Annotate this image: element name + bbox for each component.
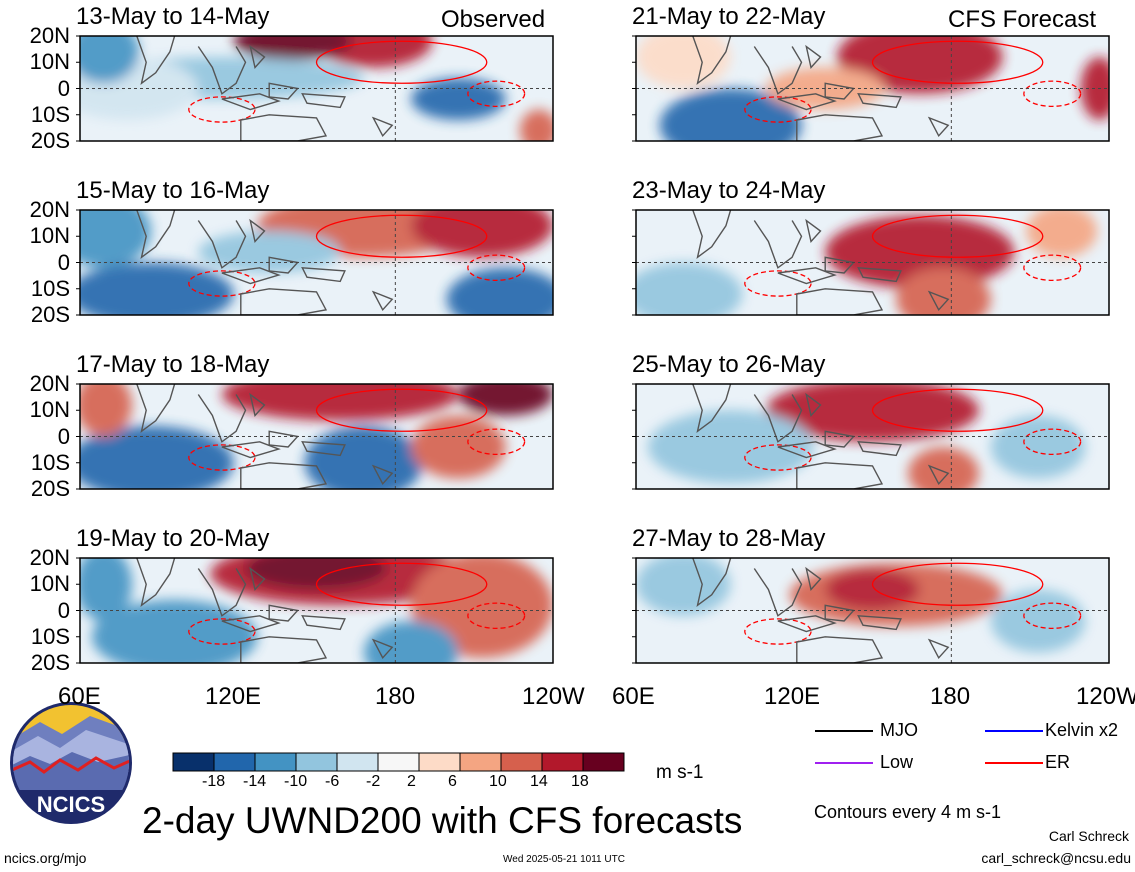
observed-label: Observed [441,6,546,33]
panel-title-8: 27-May to 28-May [632,525,826,552]
footer-email: carl_schreck@ncsu.edu [981,850,1131,866]
colorbar-swatch-4 [336,752,379,772]
map-panel-4 [632,209,1110,316]
ncics-logo: NCICS [10,702,132,824]
colorbar [172,752,625,772]
lon-label-0-2: 180 [375,683,416,710]
lat-label-0-0: 20N [29,23,70,48]
map-panel-2 [632,35,1110,142]
lat-label-1-3: 10S [30,275,70,301]
lat-label-1-1: 10N [29,223,70,249]
lon-label-0-3: 120W [522,683,585,710]
lat-label-0-3: 10S [30,101,70,127]
colorbar-units: m s-1 [656,762,704,783]
lat-label-3-0: 20N [29,545,70,570]
colorbar-label-6: 6 [448,773,457,790]
legend [815,730,1043,764]
colorbar-label-5: 2 [407,773,416,790]
lat-label-3-4: 20S [30,650,70,675]
lat-label-0-2: 0 [57,75,70,101]
map-panel-3 [76,209,554,316]
main-title: 2-day UWND200 with CFS forecasts [142,800,743,841]
map-panel-8 [632,557,1110,664]
map-panel-7 [76,557,554,664]
colorbar-label-1: -14 [243,773,267,790]
lat-label-1-4: 20S [30,302,70,327]
logo-text: NCICS [37,792,105,817]
lat-label-2-1: 10N [29,397,70,423]
legend-label-er: ER [1045,752,1071,772]
lon-label-1-0: 60E [612,683,655,710]
colorbar-swatch-2 [254,752,297,772]
panel-title-4: 23-May to 24-May [632,177,826,204]
colorbar-swatch-1 [213,752,256,772]
lat-label-0-4: 20S [30,128,70,153]
forecast-label: CFS Forecast [948,6,1097,33]
colorbar-swatch-6 [418,752,461,772]
lon-label-1-2: 180 [930,683,971,710]
colorbar-swatch-5 [377,752,420,772]
colorbar-swatch-10 [582,752,625,772]
map-panel-5 [76,383,554,490]
colorbar-swatch-9 [541,752,584,772]
footer-author: Carl Schreck [1048,828,1129,844]
lat-label-2-2: 0 [57,423,70,449]
colorbar-swatch-0 [172,752,215,772]
lat-label-3-2: 0 [57,597,70,623]
panel-title-6: 25-May to 26-May [632,351,826,378]
map-panel-6 [632,383,1110,490]
panel-title-1: 13-May to 14-May [76,3,270,30]
legend-label-kelvin: Kelvin x2 [1045,720,1119,740]
colorbar-swatch-7 [459,752,502,772]
lon-label-0-0: 60E [58,683,101,710]
panel-title-2: 21-May to 22-May [632,3,826,30]
panel-title-3: 15-May to 16-May [76,177,270,204]
colorbar-label-4: -2 [366,773,381,790]
lat-label-2-3: 10S [30,449,70,475]
lat-label-2-0: 20N [29,371,70,396]
colorbar-label-0: -18 [202,773,226,790]
lat-label-3-3: 10S [30,623,70,649]
lon-label-1-1: 120E [764,683,821,710]
colorbar-label-9: 18 [571,773,589,790]
colorbar-swatch-3 [295,752,338,772]
footer-url: ncics.org/mjo [4,850,87,866]
panel-title-7: 19-May to 20-May [76,525,270,552]
lat-label-0-1: 10N [29,49,70,75]
legend-label-low: Low [880,752,914,772]
footer-timestamp: Wed 2025-05-21 1011 UTC [503,854,625,865]
panel-title-5: 17-May to 18-May [76,351,270,378]
colorbar-label-8: 14 [530,773,548,790]
legend-label-mjo: MJO [880,720,918,740]
lat-label-1-2: 0 [57,249,70,275]
map-panel-1 [76,35,554,142]
lat-label-1-0: 20N [29,197,70,222]
contour-note: Contours every 4 m s-1 [814,802,1002,822]
colorbar-swatch-8 [500,752,543,772]
colorbar-label-3: -6 [325,773,340,790]
colorbar-label-7: 10 [489,773,507,790]
colorbar-label-2: -10 [284,773,308,790]
lat-label-2-4: 20S [30,476,70,501]
lat-label-3-1: 10N [29,571,70,597]
lon-label-1-3: 120W [1076,683,1135,710]
lon-label-0-1: 120E [205,683,262,710]
